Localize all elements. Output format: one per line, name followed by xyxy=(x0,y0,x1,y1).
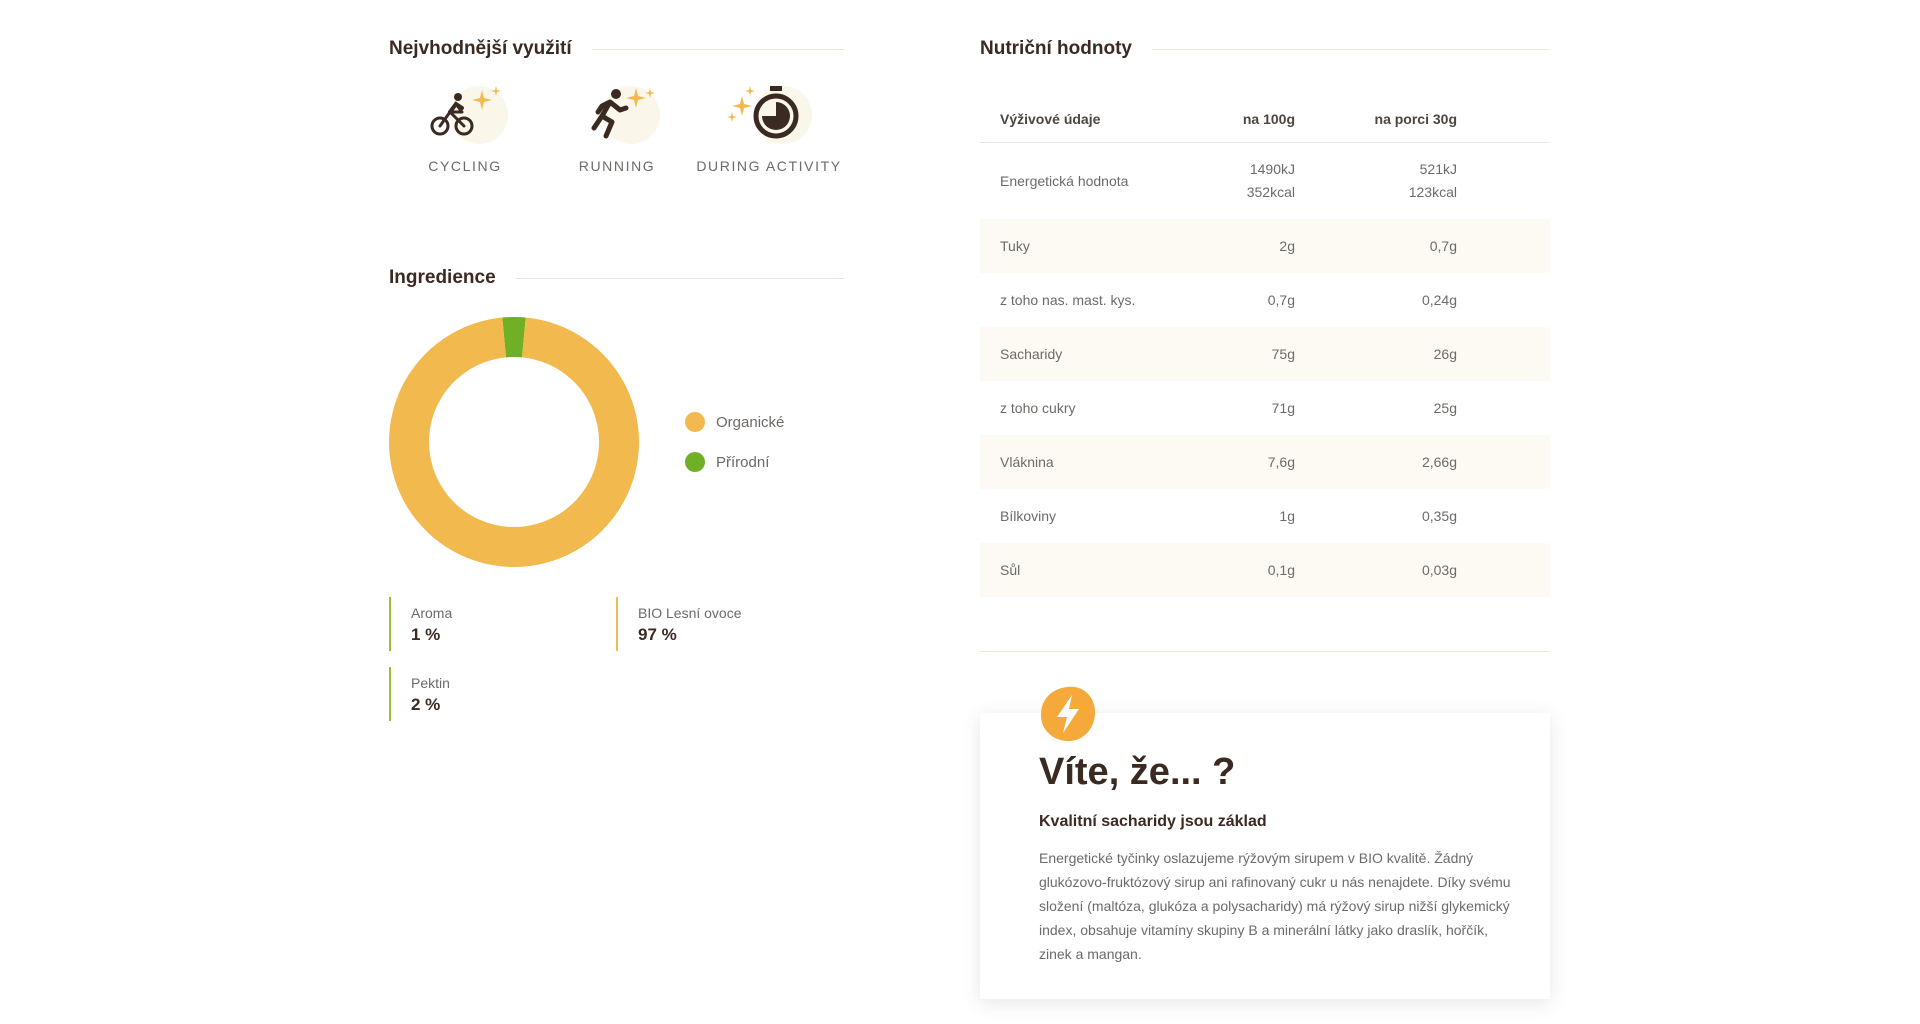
running-icon xyxy=(591,88,655,139)
table-row: Bílkoviny 1g 0,35g xyxy=(980,489,1550,543)
value-per-100g: 75g xyxy=(1240,343,1295,366)
value-line: 352kcal xyxy=(1246,184,1295,200)
nutrient-name: Energetická hodnota xyxy=(1000,173,1129,189)
value-line: 123kcal xyxy=(1408,184,1457,200)
nutrient-name: z toho cukry xyxy=(1000,400,1076,416)
usage-title: Nejvhodnější využití xyxy=(389,38,572,59)
value-per-100g: 0,1g xyxy=(1240,559,1295,582)
donut-slice-organické xyxy=(389,317,639,567)
ingredient-value: 97 % xyxy=(638,625,677,644)
nutrition-table: Výživové údaje na 100g na porci 30g Ener… xyxy=(980,95,1550,597)
ingredient-name: BIO Lesní ovoce xyxy=(638,605,742,621)
title-divider xyxy=(515,277,844,279)
ingredient-item: BIO Lesní ovoce 97 % xyxy=(616,597,816,651)
stopwatch-icon xyxy=(727,86,799,139)
usage-section-title: Nejvhodnější využití xyxy=(389,38,844,60)
usage-item-cycling: CYCLING xyxy=(390,82,540,174)
table-row: Tuky 2g 0,7g xyxy=(980,219,1550,273)
ingredient-value: 1 % xyxy=(411,625,441,644)
usage-label: RUNNING xyxy=(578,158,656,174)
value-line: 2g xyxy=(1279,237,1295,254)
value-per-100g: 0,7g xyxy=(1240,289,1295,312)
value-per-portion: 0,24g xyxy=(1295,289,1457,312)
value-line: 521kJ xyxy=(1419,161,1457,177)
ingredient-name: Aroma xyxy=(411,605,453,621)
table-row: Sůl 0,1g 0,03g xyxy=(980,543,1550,597)
ingredient-item: Aroma 1 % xyxy=(389,597,589,651)
ingredients-donut-chart xyxy=(389,317,639,567)
nutrient-name: Sacharidy xyxy=(1000,346,1063,362)
table-row: z toho nas. mast. kys. 0,7g 0,24g xyxy=(980,273,1550,327)
ingredients-title: Ingredience xyxy=(389,267,496,288)
value-per-portion: 521kJ 123kcal xyxy=(1295,158,1457,204)
ingredient-name: Pektin xyxy=(411,675,450,691)
ingredient-item: Pektin 2 % xyxy=(389,667,589,721)
value-line: 0,03g xyxy=(1421,561,1457,578)
did-you-know-card: Víte, že... ? Kvalitní sacharidy jsou zá… xyxy=(980,713,1550,999)
legend-dot-organic xyxy=(685,412,705,432)
card-subtitle: Kvalitní sacharidy jsou základ xyxy=(1039,813,1267,830)
usage-label: DURING ACTIVITY xyxy=(696,158,842,174)
value-per-100g: 1g xyxy=(1240,505,1295,528)
nutrient-name: Bílkoviny xyxy=(1000,508,1057,524)
value-line: 1g xyxy=(1279,507,1295,524)
card-text: Energetické tyčinky oslazujeme rýžovým s… xyxy=(1039,850,1511,962)
value-per-portion: 0,35g xyxy=(1295,505,1457,528)
card-title: Víte, že... ? xyxy=(1039,751,1236,793)
table-row: Vláknina 7,6g 2,66g xyxy=(980,435,1550,489)
usage-icons: CYCLING RUNNING DURING ACTIV xyxy=(390,82,850,182)
value-line: 26g xyxy=(1433,345,1457,362)
nutrient-name: z toho nas. mast. kys. xyxy=(1000,292,1136,308)
legend-label: Organické xyxy=(716,413,785,431)
usage-label: CYCLING xyxy=(428,158,502,174)
value-line: 7,6g xyxy=(1267,453,1295,470)
nutrition-title: Nutriční hodnoty xyxy=(980,38,1132,59)
column-header: Výživové údaje xyxy=(1000,110,1101,127)
value-line: 0,24g xyxy=(1421,291,1457,308)
usage-item-during-activity: DURING ACTIVITY xyxy=(694,82,844,174)
value-line: 2,66g xyxy=(1421,453,1457,470)
lightning-icon xyxy=(1040,686,1096,742)
value-line: 0,1g xyxy=(1267,561,1295,578)
nutrition-section-title: Nutriční hodnoty xyxy=(980,38,1550,60)
value-line: 0,7g xyxy=(1267,291,1295,308)
cycling-icon xyxy=(430,86,501,136)
legend-item-natural: Přírodní xyxy=(685,442,784,482)
table-header: Výživové údaje na 100g na porci 30g xyxy=(980,95,1550,143)
value-line: 75g xyxy=(1271,345,1295,362)
nutrient-name: Vláknina xyxy=(1000,454,1054,470)
value-per-portion: 0,03g xyxy=(1295,559,1457,582)
legend-label: Přírodní xyxy=(716,453,770,471)
ingredient-value: 2 % xyxy=(411,695,441,714)
value-per-100g: 2g xyxy=(1240,235,1295,258)
nutrient-name: Sůl xyxy=(1000,562,1021,578)
value-per-100g: 7,6g xyxy=(1240,451,1295,474)
table-row: Sacharidy 75g 26g xyxy=(980,327,1550,381)
value-line: 71g xyxy=(1271,399,1295,416)
table-row: z toho cukry 71g 25g xyxy=(980,381,1550,435)
value-line: 25g xyxy=(1433,399,1457,416)
usage-item-running: RUNNING xyxy=(542,82,692,174)
chart-legend: Organické Přírodní xyxy=(685,402,784,482)
section-divider xyxy=(980,651,1550,652)
value-per-100g: 1490kJ 352kcal xyxy=(1240,158,1295,204)
value-line: 0,7g xyxy=(1429,237,1457,254)
value-per-portion: 0,7g xyxy=(1295,235,1457,258)
value-line: 1490kJ xyxy=(1249,161,1295,177)
nutrient-name: Tuky xyxy=(1000,238,1030,254)
table-row: Energetická hodnota 1490kJ 352kcal 521kJ 123… xyxy=(980,143,1550,219)
column-header: na porci 30g xyxy=(1374,110,1457,127)
title-divider xyxy=(1151,48,1550,50)
legend-item-organic: Organické xyxy=(685,402,784,442)
ingredients-section-title: Ingredience xyxy=(389,267,844,289)
value-per-portion: 2,66g xyxy=(1295,451,1457,474)
value-per-100g: 71g xyxy=(1240,397,1295,420)
donut-slice-přírodní xyxy=(502,317,526,358)
legend-dot-natural xyxy=(685,452,705,472)
title-divider xyxy=(591,48,844,50)
column-header: na 100g xyxy=(1242,110,1295,127)
value-line: 0,35g xyxy=(1421,507,1457,524)
value-per-portion: 26g xyxy=(1295,343,1457,366)
value-per-portion: 25g xyxy=(1295,397,1457,420)
